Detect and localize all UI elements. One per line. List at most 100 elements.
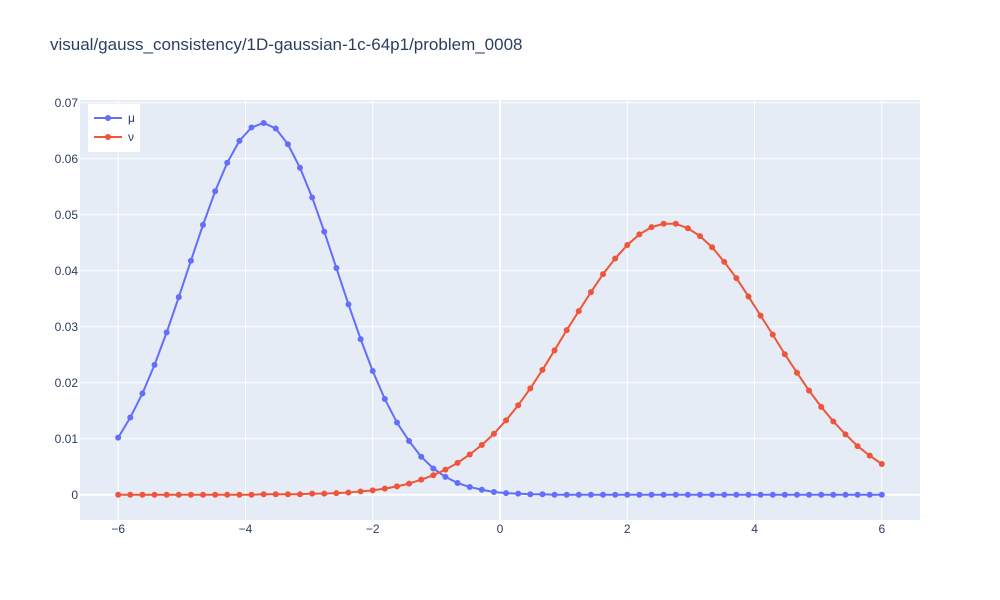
data-point[interactable]	[406, 438, 413, 445]
data-point[interactable]	[684, 491, 691, 498]
data-point[interactable]	[321, 228, 328, 235]
data-point[interactable]	[175, 491, 182, 498]
data-point[interactable]	[854, 491, 861, 498]
data-point[interactable]	[551, 347, 558, 354]
data-point[interactable]	[672, 491, 679, 498]
data-point[interactable]	[866, 452, 873, 459]
data-point[interactable]	[503, 417, 510, 424]
data-point[interactable]	[684, 225, 691, 232]
data-point[interactable]	[490, 430, 497, 437]
data-point[interactable]	[806, 387, 813, 394]
data-point[interactable]	[793, 369, 800, 376]
data-point[interactable]	[818, 491, 825, 498]
data-point[interactable]	[163, 491, 170, 498]
data-point[interactable]	[781, 491, 788, 498]
data-point[interactable]	[284, 491, 291, 498]
data-point[interactable]	[624, 242, 631, 249]
data-point[interactable]	[539, 366, 546, 373]
data-point[interactable]	[369, 368, 376, 375]
data-point[interactable]	[345, 301, 352, 308]
data-point[interactable]	[333, 265, 340, 271]
data-point[interactable]	[830, 418, 837, 425]
data-point[interactable]	[660, 491, 667, 498]
data-point[interactable]	[781, 351, 788, 358]
data-point[interactable]	[527, 491, 534, 498]
data-point[interactable]	[418, 476, 425, 483]
data-point[interactable]	[490, 489, 497, 495]
data-point[interactable]	[830, 491, 837, 498]
data-point[interactable]	[224, 491, 231, 498]
data-point[interactable]	[478, 441, 485, 448]
data-point[interactable]	[854, 443, 861, 450]
data-point[interactable]	[393, 419, 400, 426]
data-point[interactable]	[733, 275, 740, 282]
data-point[interactable]	[454, 459, 461, 466]
data-point[interactable]	[806, 491, 813, 498]
legend-item[interactable]: μ	[94, 111, 135, 125]
data-point[interactable]	[575, 491, 582, 498]
data-point[interactable]	[648, 224, 655, 231]
data-point[interactable]	[466, 451, 473, 458]
data-point[interactable]	[393, 483, 400, 490]
data-point[interactable]	[236, 491, 243, 498]
data-point[interactable]	[139, 390, 146, 397]
data-point[interactable]	[793, 491, 800, 498]
data-point[interactable]	[636, 491, 643, 498]
data-point[interactable]	[515, 402, 522, 409]
data-point[interactable]	[163, 329, 170, 336]
data-point[interactable]	[296, 491, 303, 498]
data-point[interactable]	[442, 466, 449, 473]
data-point[interactable]	[345, 489, 352, 496]
data-point[interactable]	[284, 141, 291, 148]
data-point[interactable]	[296, 164, 303, 171]
data-point[interactable]	[381, 485, 388, 492]
data-point[interactable]	[309, 194, 316, 201]
data-point[interactable]	[357, 488, 364, 495]
data-point[interactable]	[212, 188, 219, 195]
data-point[interactable]	[333, 490, 340, 497]
data-point[interactable]	[260, 491, 267, 498]
data-point[interactable]	[418, 453, 425, 460]
data-point[interactable]	[563, 327, 570, 334]
data-point[interactable]	[115, 434, 122, 441]
data-point[interactable]	[575, 308, 582, 315]
data-point[interactable]	[248, 491, 255, 498]
data-point[interactable]	[539, 491, 546, 498]
data-point[interactable]	[515, 490, 522, 497]
data-point[interactable]	[272, 125, 279, 132]
data-point[interactable]	[248, 124, 255, 131]
data-point[interactable]	[757, 312, 764, 319]
data-point[interactable]	[212, 491, 219, 498]
legend-item[interactable]: ν	[94, 130, 134, 144]
data-point[interactable]	[587, 491, 594, 498]
data-point[interactable]	[551, 491, 558, 498]
legend[interactable]: μν	[88, 104, 140, 152]
data-point[interactable]	[224, 159, 231, 166]
data-point[interactable]	[612, 255, 619, 262]
data-point[interactable]	[151, 361, 158, 368]
data-point[interactable]	[200, 491, 207, 498]
data-point[interactable]	[151, 491, 158, 498]
data-point[interactable]	[672, 220, 679, 227]
data-point[interactable]	[236, 137, 243, 144]
data-point[interactable]	[563, 491, 570, 498]
data-point[interactable]	[115, 491, 122, 498]
data-point[interactable]	[406, 480, 413, 487]
data-point[interactable]	[527, 385, 534, 392]
data-point[interactable]	[709, 244, 716, 251]
data-point[interactable]	[660, 220, 667, 227]
data-point[interactable]	[733, 491, 740, 498]
data-point[interactable]	[624, 491, 631, 498]
data-point[interactable]	[600, 491, 607, 498]
data-point[interactable]	[697, 233, 704, 240]
data-point[interactable]	[600, 271, 607, 278]
data-point[interactable]	[139, 491, 146, 498]
data-point[interactable]	[697, 491, 704, 498]
data-point[interactable]	[200, 221, 207, 228]
data-point[interactable]	[478, 486, 485, 493]
data-point[interactable]	[769, 491, 776, 498]
data-point[interactable]	[187, 257, 194, 264]
data-point[interactable]	[381, 396, 388, 403]
data-point[interactable]	[745, 491, 752, 498]
data-point[interactable]	[321, 490, 328, 497]
